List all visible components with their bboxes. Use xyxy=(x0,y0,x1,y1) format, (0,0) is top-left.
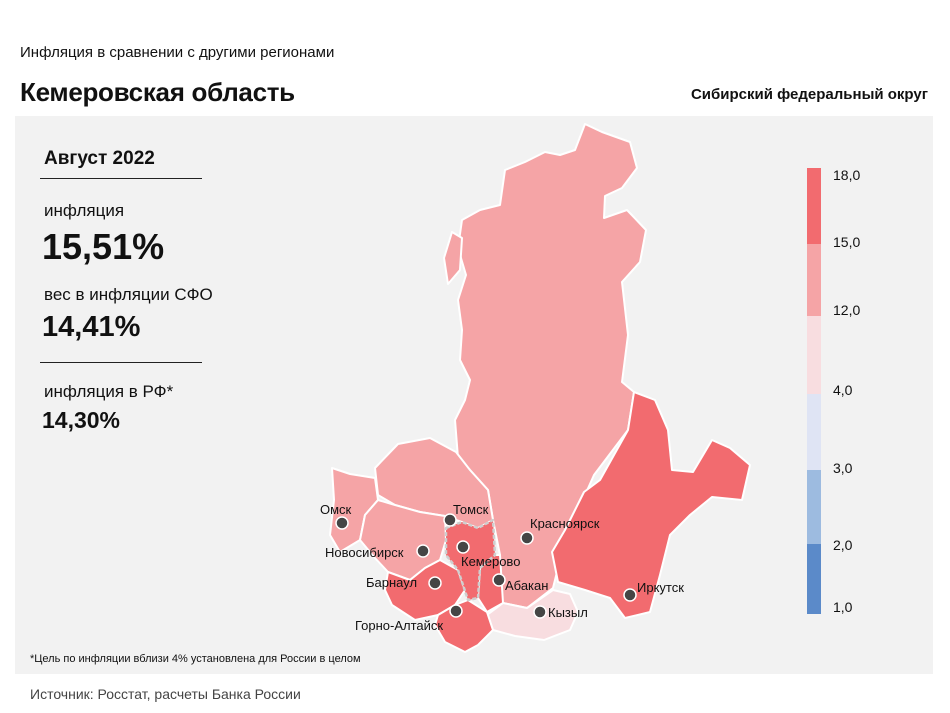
city-marker xyxy=(416,544,430,558)
legend-swatch xyxy=(807,316,821,394)
page-title: Кемеровская область xyxy=(20,77,295,107)
city-marker xyxy=(623,588,637,602)
region-kemerovo[interactable] xyxy=(444,518,497,602)
city-label: Барнаул xyxy=(366,575,417,590)
city-label: Красноярск xyxy=(530,516,600,531)
city-marker xyxy=(492,573,506,587)
legend-tick: 3,0 xyxy=(833,460,853,476)
legend-swatch xyxy=(807,394,821,470)
district-label: Сибирский федеральный округ xyxy=(690,86,928,103)
legend-tick: 1,0 xyxy=(833,599,853,615)
legend-swatch xyxy=(807,470,821,544)
city-marker xyxy=(533,605,547,619)
city-marker xyxy=(456,540,470,554)
divider xyxy=(40,362,202,363)
city-label: Томск xyxy=(453,502,489,517)
legend-tick: 2,0 xyxy=(833,537,853,553)
region-altai-krai[interactable] xyxy=(384,559,466,621)
inflation-value: 15,51% xyxy=(42,226,165,267)
weight-value: 14,41% xyxy=(42,311,141,343)
period-label: Август 2022 xyxy=(44,148,155,169)
city-marker xyxy=(335,516,349,530)
city-marker xyxy=(520,531,534,545)
legend-tick: 18,0 xyxy=(833,167,861,183)
city-label: Горно-Алтайск xyxy=(355,618,443,633)
city-marker xyxy=(428,576,442,590)
city-label: Кызыл xyxy=(548,605,588,620)
legend-tick: 4,0 xyxy=(833,382,853,398)
rf-inflation-value: 14,30% xyxy=(42,407,121,433)
footnote: *Цель по инфляции вблизи 4% установлена … xyxy=(30,653,361,665)
weight-label: вес в инфляции СФО xyxy=(44,285,213,304)
city-label: Иркутск xyxy=(637,580,684,595)
city-label: Кемерово xyxy=(461,554,520,569)
region-altai-republic[interactable] xyxy=(434,599,494,653)
legend-tick: 12,0 xyxy=(833,302,861,318)
city-label: Новосибирск xyxy=(325,545,404,560)
region-island xyxy=(443,231,463,285)
legend-tick: 15,0 xyxy=(833,234,861,250)
legend-swatch xyxy=(807,544,821,614)
legend-swatch xyxy=(807,244,821,316)
city-marker xyxy=(443,513,457,527)
city-label: Абакан xyxy=(505,578,548,593)
city-label: Омск xyxy=(320,502,352,517)
source-note: Источник: Росстат, расчеты Банка России xyxy=(30,686,301,702)
legend-swatch xyxy=(807,168,821,244)
city-marker xyxy=(449,604,463,618)
inflation-label: инфляция xyxy=(44,201,125,220)
rf-inflation-label: инфляция в РФ* xyxy=(44,382,174,401)
subtitle: Инфляция в сравнении с другими регионами xyxy=(20,44,335,61)
region-tuva[interactable] xyxy=(486,589,579,641)
region-irkutsk[interactable] xyxy=(551,391,751,619)
divider xyxy=(40,178,202,179)
